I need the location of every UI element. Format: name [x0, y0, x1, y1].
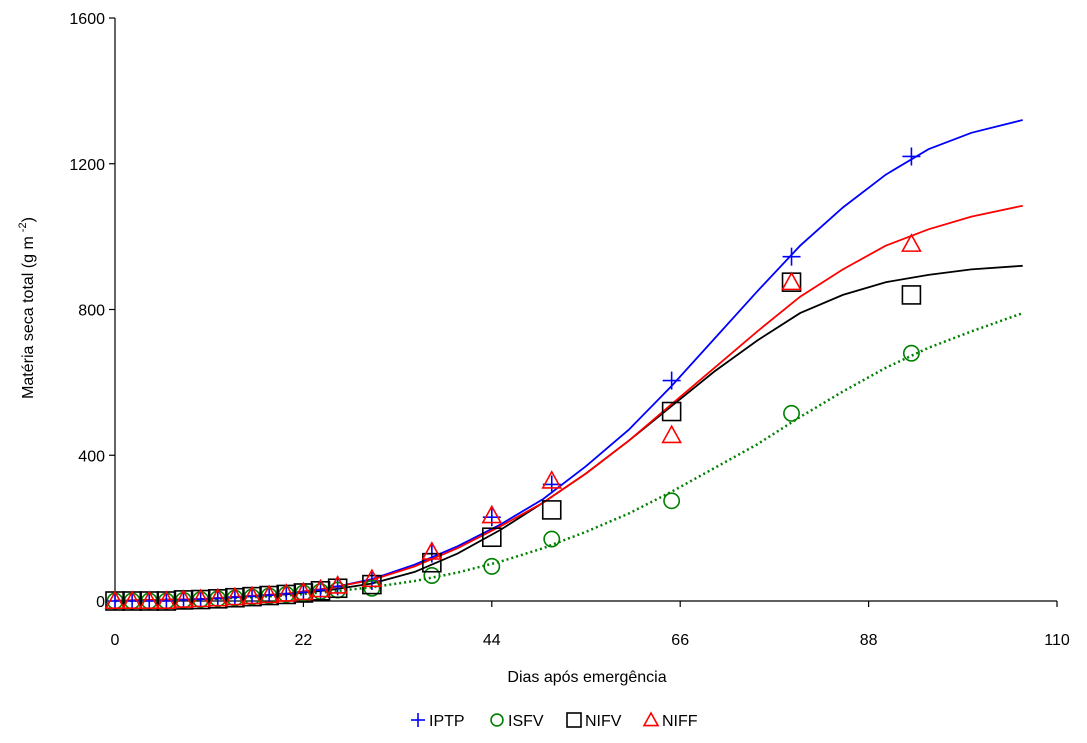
fit-line-niff — [114, 204, 1023, 602]
x-axis-title: Dias após emergência — [507, 669, 666, 686]
legend-label-niff: NIFF — [662, 713, 698, 730]
x-tick-label: 66 — [671, 632, 689, 649]
x-tick-label: 110 — [1044, 632, 1070, 649]
y-axis-title-group: Matéria seca total (g m -2) — [17, 217, 37, 399]
legend-marker-nifv — [566, 712, 582, 728]
point-niff — [121, 590, 143, 610]
point-niff — [173, 589, 194, 608]
point-nifv — [362, 574, 382, 595]
point-niff — [224, 586, 246, 606]
legend-marker-isfv — [490, 713, 504, 727]
series-isfv — [106, 344, 920, 610]
series-iptp — [106, 147, 921, 610]
point-iptp — [294, 583, 313, 602]
x-tick-label: 0 — [111, 632, 120, 649]
tick-labels: 0 400 800 1200 1600 0 22 44 66 88 110 — [69, 11, 1069, 649]
legend: IPTP ISFV NIFV NIFF — [411, 711, 698, 730]
point-iptp — [902, 147, 921, 166]
legend-item-iptp: IPTP — [411, 713, 465, 730]
point-iptp — [782, 247, 801, 266]
point-iptp — [191, 590, 210, 609]
point-isfv — [363, 579, 381, 597]
legend-item-isfv: ISFV — [490, 713, 544, 730]
y-axis-title-close: ) — [20, 217, 37, 222]
point-niff — [258, 584, 280, 604]
point-iptp — [123, 592, 142, 610]
series-nifv — [105, 272, 922, 611]
point-niff — [901, 233, 922, 252]
point-niff — [241, 585, 263, 605]
x-tick-label: 22 — [295, 632, 313, 649]
point-nifv — [661, 401, 682, 422]
point-niff — [327, 575, 349, 594]
point-nifv — [901, 285, 922, 305]
point-niff — [138, 590, 160, 610]
point-isfv — [543, 530, 561, 548]
y-tick-label: 1600 — [69, 11, 105, 28]
point-iptp — [277, 584, 296, 603]
y-axis-title-sup: -2 — [17, 222, 29, 232]
y-axis-title-main: Matéria seca total (g m — [20, 236, 37, 399]
point-nifv — [327, 578, 348, 599]
point-niff — [275, 583, 297, 602]
point-niff — [481, 504, 503, 524]
y-axis-title: Matéria seca total (g m -2) — [17, 217, 37, 399]
point-iptp — [208, 589, 227, 608]
point-iptp — [106, 592, 124, 610]
x-tick-label: 44 — [483, 632, 501, 649]
fit-line-nifv — [114, 264, 1023, 602]
point-nifv — [781, 272, 802, 292]
point-isfv — [783, 404, 800, 422]
point-niff — [421, 541, 443, 560]
markers — [104, 147, 922, 611]
legend-label-iptp: IPTP — [429, 713, 465, 730]
y-tick-label: 800 — [78, 303, 105, 320]
y-tick-label: 0 — [96, 594, 105, 611]
axes — [109, 17, 1058, 607]
point-iptp — [542, 475, 561, 494]
point-isfv — [423, 567, 441, 584]
point-niff — [661, 424, 682, 444]
point-niff — [156, 590, 177, 610]
point-iptp — [225, 588, 244, 607]
point-niff — [190, 588, 211, 608]
point-niff — [310, 578, 331, 598]
point-niff — [361, 568, 383, 588]
point-nifv — [422, 552, 442, 573]
y-tick-label: 1200 — [69, 157, 105, 174]
legend-label-isfv: ISFV — [508, 713, 544, 730]
fit-line-isfv — [114, 311, 1024, 603]
point-isfv — [663, 492, 681, 510]
point-isfv — [483, 557, 501, 575]
point-iptp — [174, 590, 193, 609]
fit-lines — [114, 119, 1024, 603]
series-niff — [104, 233, 922, 610]
point-niff — [781, 271, 802, 291]
point-iptp — [157, 592, 176, 610]
point-niff — [207, 587, 229, 607]
legend-marker-iptp — [411, 713, 425, 727]
legend-item-nifv: NIFV — [566, 712, 622, 730]
fit-line-iptp — [114, 119, 1023, 602]
legend-marker-niff — [642, 711, 660, 727]
y-tick-label: 400 — [78, 448, 105, 465]
point-nifv — [481, 527, 502, 548]
x-tick-label: 88 — [860, 632, 878, 649]
point-iptp — [140, 592, 159, 610]
point-niff — [541, 470, 563, 489]
point-isfv — [902, 344, 920, 362]
legend-label-nifv: NIFV — [585, 713, 622, 730]
point-niff — [293, 581, 314, 601]
point-niff — [104, 590, 126, 610]
point-iptp — [243, 587, 262, 606]
point-nifv — [541, 500, 562, 520]
legend-item-niff: NIFF — [642, 711, 698, 730]
point-iptp — [662, 371, 681, 390]
point-iptp — [260, 586, 279, 605]
